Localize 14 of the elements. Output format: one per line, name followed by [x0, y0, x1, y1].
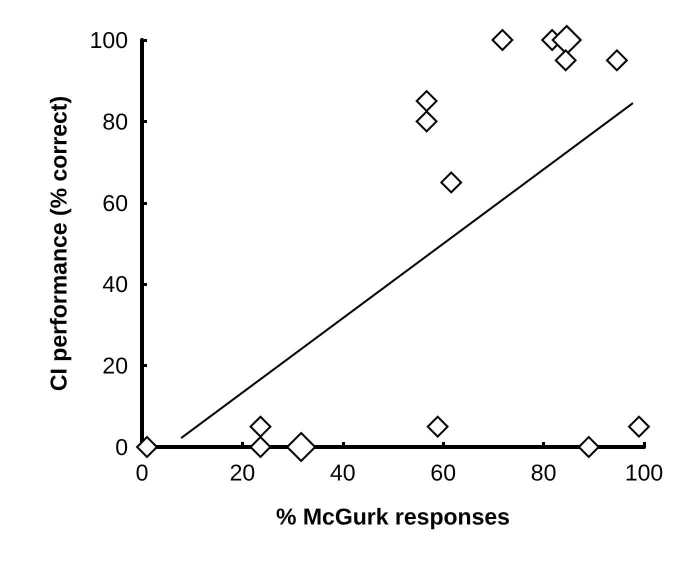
- y-axis-title: CI performance (% correct): [46, 96, 72, 392]
- x-tick-label: 20: [230, 460, 256, 486]
- y-tick-label: 100: [90, 27, 128, 53]
- x-tick-label: 80: [530, 460, 556, 486]
- y-tick-label: 0: [115, 434, 128, 460]
- x-tick-label: 0: [136, 460, 148, 486]
- x-tick-label: 40: [330, 460, 356, 486]
- y-tick-label: 20: [102, 352, 128, 379]
- y-tick-label: 40: [102, 271, 128, 298]
- x-tick-label: 100: [624, 460, 664, 486]
- y-tick-label: 80: [102, 108, 128, 134]
- x-axis-title: % McGurk responses: [276, 504, 510, 530]
- y-tick-label: 60: [102, 190, 128, 216]
- x-tick-label: 60: [430, 460, 456, 486]
